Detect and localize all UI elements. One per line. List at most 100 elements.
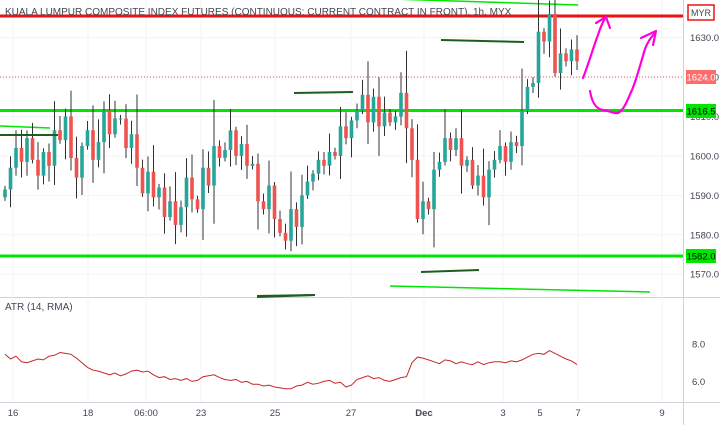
candle bbox=[492, 150, 497, 178]
candle bbox=[404, 50, 409, 164]
candle bbox=[547, 0, 552, 58]
candle-body bbox=[245, 144, 249, 166]
candle bbox=[206, 151, 211, 193]
atr-line bbox=[4, 350, 578, 390]
candle-body bbox=[272, 185, 277, 220]
candle-body bbox=[36, 159, 40, 176]
time-tick-label: 9 bbox=[659, 408, 664, 419]
candle bbox=[3, 185, 7, 201]
candle-body bbox=[91, 130, 95, 160]
candle bbox=[470, 147, 475, 190]
candle bbox=[476, 164, 480, 196]
atr-label: ATR (14, RMA) bbox=[5, 302, 73, 313]
candle bbox=[85, 121, 90, 150]
candle-body bbox=[426, 201, 431, 210]
candle-body bbox=[371, 96, 376, 123]
candle bbox=[47, 143, 51, 182]
candle-body bbox=[228, 130, 233, 150]
green-bottom-trendline[interactable] bbox=[389, 285, 651, 293]
candle-body bbox=[465, 159, 469, 166]
candle-body bbox=[459, 138, 464, 166]
candle bbox=[184, 158, 189, 237]
candle-body bbox=[129, 134, 134, 149]
candle-body bbox=[481, 175, 486, 198]
candle bbox=[74, 136, 79, 199]
candle-body bbox=[14, 148, 18, 168]
green-left-segment[interactable] bbox=[0, 125, 51, 129]
candle bbox=[465, 156, 469, 172]
drawings-front bbox=[0, 15, 658, 298]
candle-body bbox=[492, 159, 497, 170]
candle-body bbox=[558, 53, 563, 74]
candle-body bbox=[179, 207, 183, 225]
candle bbox=[135, 94, 139, 187]
dark-segment-5[interactable] bbox=[420, 269, 480, 273]
candle bbox=[250, 155, 255, 170]
candle-body bbox=[195, 199, 200, 210]
currency-badge-box[interactable] bbox=[687, 4, 715, 21]
candle-body bbox=[311, 173, 315, 182]
candle bbox=[327, 133, 332, 176]
candle-body bbox=[536, 31, 541, 83]
candle-body bbox=[382, 112, 387, 127]
candle-body bbox=[316, 159, 321, 174]
candle-body bbox=[404, 92, 409, 129]
candle bbox=[498, 130, 502, 164]
candle-body bbox=[239, 144, 244, 156]
candle-body bbox=[454, 138, 458, 150]
candle bbox=[349, 116, 354, 158]
candle bbox=[157, 183, 161, 210]
candle-body bbox=[201, 167, 205, 210]
resistance-price-badge-box bbox=[686, 104, 716, 118]
time-tick-label: 3 bbox=[500, 408, 505, 419]
candle-body bbox=[300, 195, 304, 227]
projection-swing-curve[interactable] bbox=[588, 31, 657, 115]
time-tick-label: Dec bbox=[415, 408, 432, 419]
projection-arrowhead-right[interactable] bbox=[639, 29, 658, 47]
candle-body bbox=[118, 118, 123, 120]
time-tick-label: 18 bbox=[83, 408, 94, 419]
candle bbox=[52, 101, 57, 185]
projection-arrow-up[interactable] bbox=[581, 16, 607, 80]
candles bbox=[3, 0, 579, 252]
candle-body bbox=[509, 142, 513, 162]
candle-body bbox=[366, 94, 370, 123]
dark-segment-3[interactable] bbox=[440, 39, 525, 43]
dark-segment-6[interactable] bbox=[256, 294, 316, 297]
candle-body bbox=[498, 146, 502, 160]
time-axis[interactable]: 16 18 06:00 23 25 27 Dec 3 5 7 9 bbox=[8, 408, 665, 419]
candle bbox=[256, 153, 260, 230]
candle-body bbox=[503, 146, 508, 162]
candle-body bbox=[212, 146, 216, 186]
candle-body bbox=[344, 126, 348, 139]
green-top-trendline[interactable] bbox=[392, 0, 579, 6]
candle bbox=[509, 131, 513, 170]
candle-body bbox=[256, 163, 260, 202]
candle bbox=[36, 142, 40, 190]
candle-body bbox=[58, 130, 62, 141]
candle-body bbox=[553, 13, 557, 74]
candle bbox=[168, 186, 172, 221]
candle-body bbox=[393, 116, 398, 123]
candle-body bbox=[542, 31, 546, 42]
dark-segment-2[interactable] bbox=[293, 91, 354, 94]
candle-body bbox=[410, 128, 414, 160]
candle bbox=[91, 105, 95, 183]
candle bbox=[58, 116, 62, 144]
candle-body bbox=[415, 159, 420, 220]
projection-arrowhead-up[interactable] bbox=[594, 15, 612, 30]
atr-axis[interactable]: 6.0 8.0 bbox=[692, 340, 705, 388]
price-tick-label: 1600.0 bbox=[690, 151, 719, 162]
candle bbox=[283, 223, 288, 250]
candle bbox=[245, 124, 249, 179]
candle bbox=[393, 110, 398, 130]
candle bbox=[300, 174, 304, 245]
candle bbox=[124, 104, 128, 159]
candle bbox=[371, 88, 376, 132]
candle bbox=[542, 28, 546, 54]
candle bbox=[223, 142, 227, 162]
candle bbox=[569, 39, 574, 76]
currency-badge[interactable]: MYR bbox=[691, 8, 712, 18]
candle bbox=[201, 149, 205, 241]
